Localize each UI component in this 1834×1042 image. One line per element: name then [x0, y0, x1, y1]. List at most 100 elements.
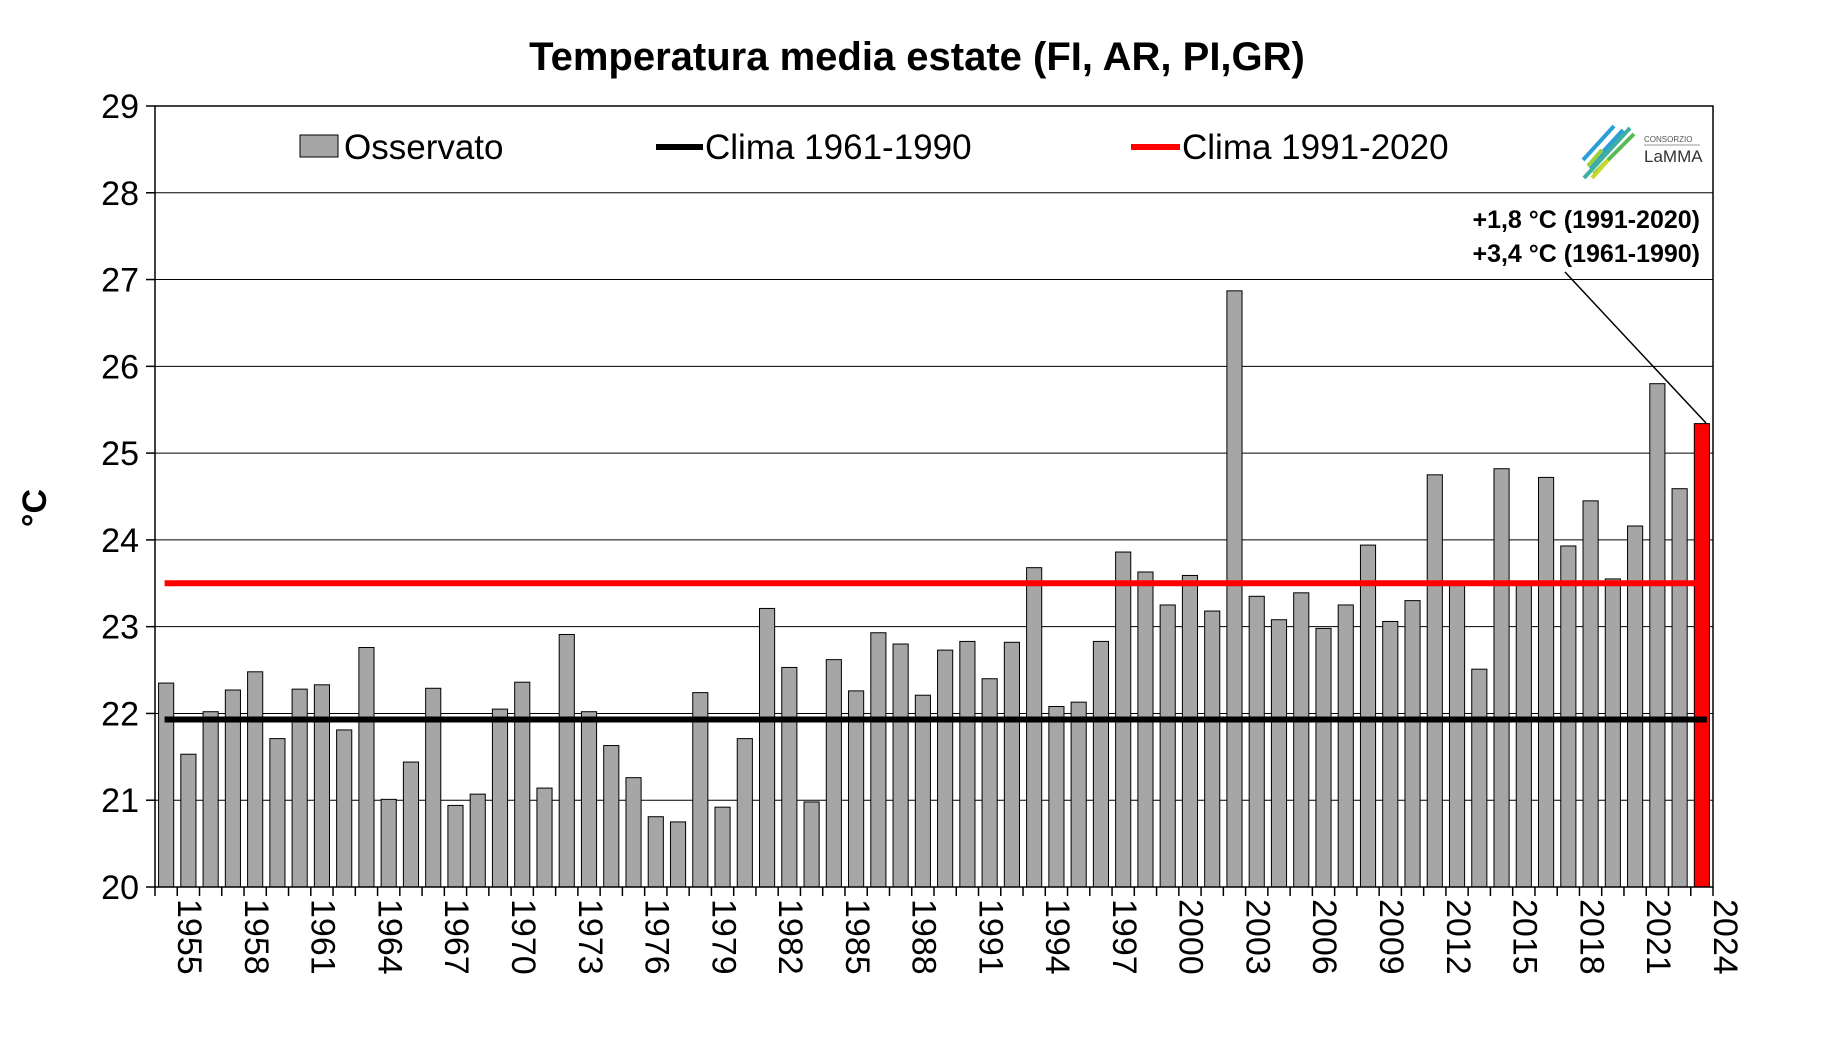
x-tick-label: 2000: [1172, 899, 1210, 975]
x-tick-label: 2009: [1372, 899, 1410, 975]
bar-2016: [1515, 582, 1532, 888]
x-tick-label: 2018: [1572, 899, 1610, 975]
x-tick-label: 1997: [1105, 899, 1143, 975]
bar-1963: [336, 729, 353, 888]
bar-2010: [1382, 620, 1399, 888]
bars: [158, 290, 1710, 888]
bar-1964: [358, 646, 375, 888]
bar-2014: [1471, 668, 1488, 888]
bar-2006: [1293, 592, 1310, 888]
bar-2023: [1671, 488, 1688, 888]
x-axis-ticks: 1955 1958 1961 1964 1967 1970 1973 1976 1979 1982…: [154, 887, 1744, 975]
bar-1999: [1137, 571, 1154, 888]
y-tick-label: 21: [101, 782, 139, 820]
bar-1988: [892, 643, 909, 888]
y-tick-label: 23: [101, 609, 139, 647]
x-tick-label: 1988: [905, 899, 943, 975]
bar-2007: [1315, 627, 1332, 888]
bar-1972: [536, 787, 553, 888]
bar-1992: [981, 678, 998, 888]
bar-1993: [1003, 641, 1020, 888]
lamma-logo-icon: [1581, 124, 1636, 180]
bar-1978: [669, 821, 687, 888]
bar-2005: [1270, 619, 1288, 888]
bar-2009: [1359, 544, 1377, 888]
y-tick-label: 20: [101, 869, 139, 907]
annotation: +1,8 °C (1991-2020) +3,4 °C (1961-1990): [1472, 206, 1707, 424]
bar-1957: [202, 711, 219, 888]
lamma-logo: CONSORZIO LaMMA: [1581, 124, 1703, 180]
bar-1965: [380, 798, 397, 888]
bar-2020: [1604, 578, 1621, 888]
bar-2012: [1426, 474, 1443, 888]
bar-1966: [402, 761, 420, 888]
bar-1990: [937, 649, 954, 888]
bar-1960: [269, 738, 286, 888]
bar-1994: [1026, 567, 1043, 888]
bar-2024: [1693, 423, 1710, 888]
bar-1973: [558, 633, 575, 888]
logo-text-consorzio: CONSORZIO: [1644, 135, 1692, 144]
annotation-pointer: [1564, 271, 1707, 424]
bar-2019: [1582, 500, 1599, 888]
bar-2013: [1448, 582, 1466, 888]
bar-1980: [714, 806, 731, 888]
bar-2004: [1248, 595, 1265, 888]
y-tick-label: 26: [101, 348, 139, 386]
bar-2018: [1560, 545, 1577, 888]
bar-1982: [759, 607, 776, 888]
bar-1981: [736, 738, 753, 888]
legend-label-osservato: Osservato: [344, 128, 504, 167]
x-tick-label: 2012: [1439, 899, 1477, 975]
bar-1976: [625, 777, 642, 888]
bar-2001: [1181, 574, 1199, 888]
legend-swatch-osservato: [299, 134, 339, 158]
bar-1983: [781, 666, 798, 888]
bar-2021: [1627, 525, 1644, 888]
y-tick-label: 24: [101, 522, 139, 560]
bar-1956: [180, 753, 197, 888]
bar-2015: [1493, 468, 1510, 888]
bar-1985: [825, 659, 842, 888]
bar-2017: [1538, 476, 1555, 888]
x-tick-label: 1994: [1038, 899, 1076, 975]
bar-2000: [1159, 604, 1176, 888]
annotation-line-1: +1,8 °C (1991-2020): [1472, 206, 1700, 234]
x-tick-label: 1955: [170, 899, 208, 975]
x-tick-label: 2021: [1639, 899, 1677, 975]
x-tick-label: 1985: [838, 899, 876, 975]
x-tick-label: 1976: [638, 899, 676, 975]
x-tick-label: 2006: [1305, 899, 1343, 975]
climate-lines: [164, 580, 1707, 723]
bar-1996: [1070, 701, 1087, 888]
legend-label-clima-1991-2020: Clima 1991-2020: [1182, 128, 1449, 167]
x-tick-label: 1970: [504, 899, 542, 975]
bar-1969: [469, 793, 486, 888]
x-tick-label: 1979: [704, 899, 742, 975]
x-tick-label: 1973: [571, 899, 609, 975]
x-tick-label: 1991: [971, 899, 1009, 975]
y-tick-label: 22: [101, 695, 139, 733]
bar-1974: [580, 711, 598, 888]
bar-1984: [803, 801, 820, 888]
bar-1962: [313, 684, 330, 888]
x-tick-label: 1967: [437, 899, 475, 975]
bar-1989: [914, 694, 931, 888]
x-tick-label: 2015: [1506, 899, 1544, 975]
bar-2003: [1226, 290, 1243, 888]
bar-1991: [959, 640, 976, 888]
y-tick-label: 28: [101, 175, 139, 213]
legend-label-clima-1961-1990: Clima 1961-1990: [705, 128, 972, 167]
bar-2008: [1337, 604, 1354, 888]
x-tick-label: 1982: [771, 899, 809, 975]
bar-2022: [1649, 383, 1666, 888]
bar-1968: [447, 804, 464, 888]
bar-1970: [491, 708, 509, 888]
bar-1995: [1048, 706, 1065, 888]
logo-text-lamma: LaMMA: [1644, 147, 1703, 166]
x-tick-label: 1961: [304, 899, 342, 975]
bar-2011: [1404, 600, 1421, 888]
bar-1959: [247, 671, 264, 888]
